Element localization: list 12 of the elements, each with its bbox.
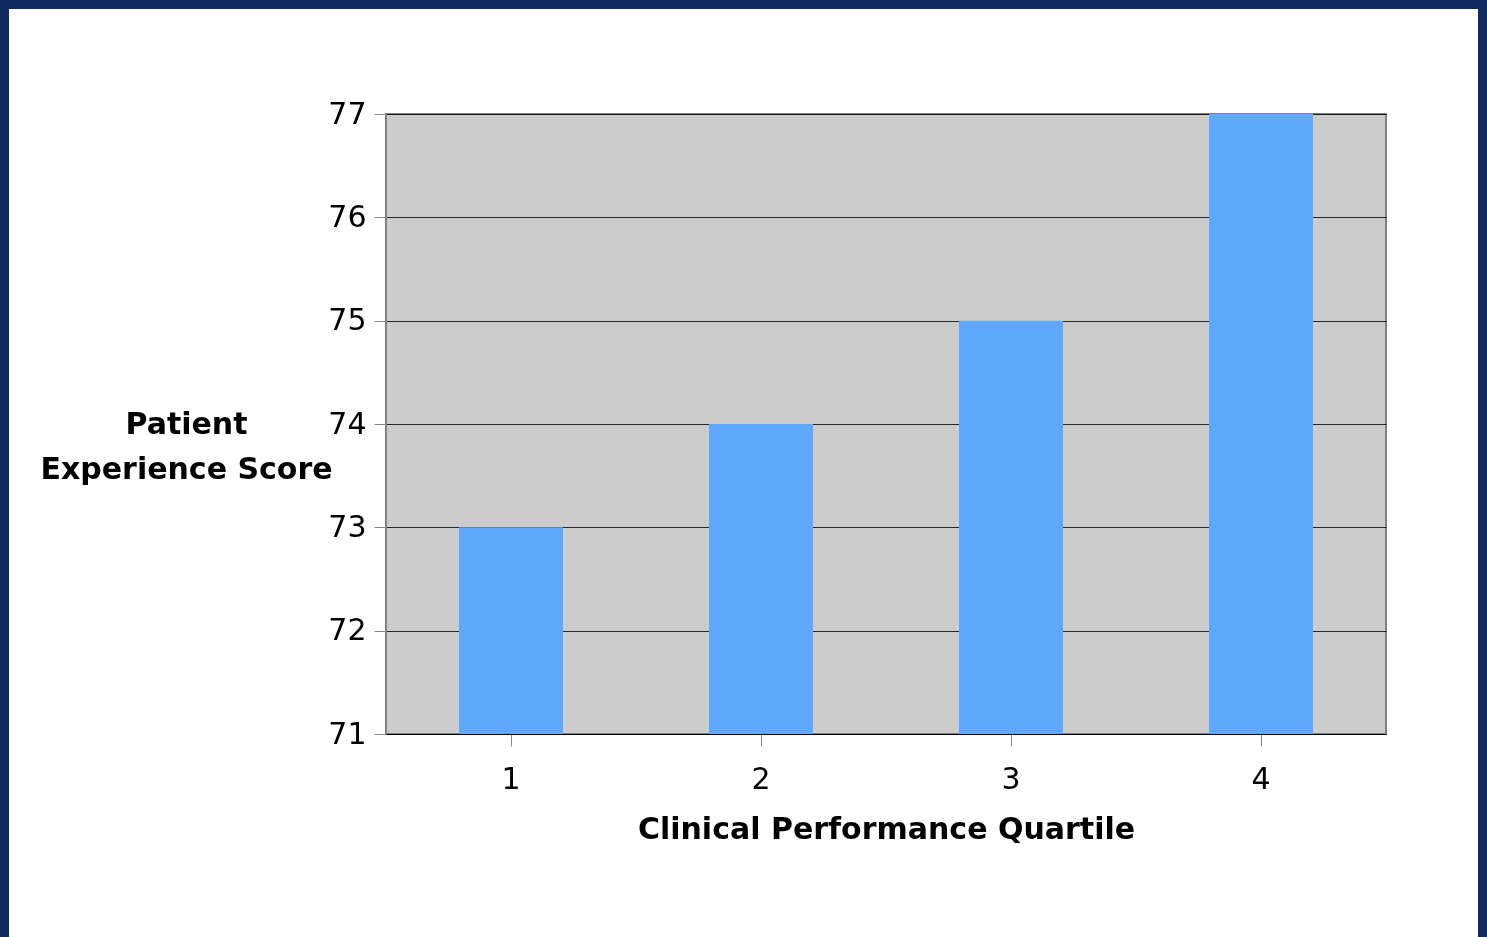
y-tick-label: 71 bbox=[328, 715, 367, 751]
x-tick-label: 1 bbox=[501, 760, 521, 796]
y-tick-label: 75 bbox=[328, 302, 367, 338]
y-tick-label: 73 bbox=[328, 508, 367, 544]
y-tick-label: 74 bbox=[328, 405, 367, 441]
x-tick-label: 4 bbox=[1251, 760, 1271, 796]
x-tick-label: 3 bbox=[1001, 760, 1021, 796]
x-axis-title: Clinical Performance Quartile bbox=[637, 810, 1136, 846]
x-tick-label: 2 bbox=[751, 760, 771, 796]
y-tick-label: 76 bbox=[328, 198, 367, 234]
y-tick-label: 72 bbox=[328, 612, 367, 648]
y-tick-label: 77 bbox=[328, 95, 367, 131]
